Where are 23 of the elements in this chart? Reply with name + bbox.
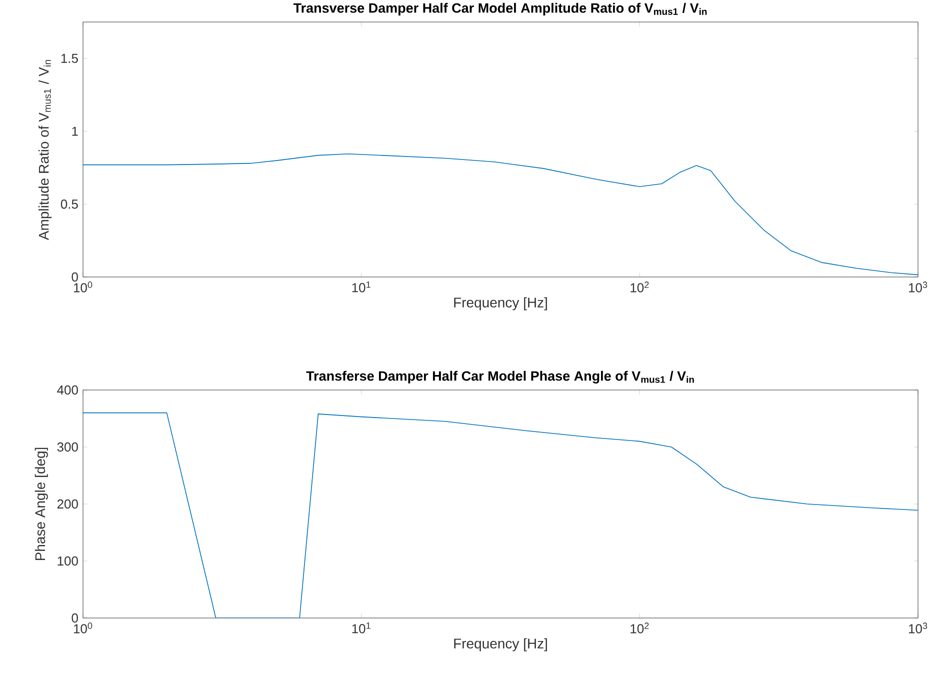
y-tick-label: 400 (57, 385, 78, 395)
y-axis-title: Amplitude Ratio of V$_{mus1}$ / V$_{in}$ (38, 60, 52, 240)
chart-title: Transverse Damper Half Car Model Amplitude Ratio of V$_{mus1}$ / V$_{in}$ (293, 2, 707, 16)
x-tick-label: 10$^{3}$ (908, 622, 928, 634)
y-tick-label: 0 (72, 613, 78, 623)
y-axis-title: Phase Angle [deg] (34, 448, 48, 560)
x-tick-label: 10$^{1}$ (352, 282, 370, 292)
x-tick-label: 10$^{1}$ (352, 622, 370, 634)
y-tick-label: 1 (72, 126, 78, 136)
y-tick-label: 200 (57, 499, 78, 509)
y-tick-label: 1.5 (61, 54, 78, 63)
y-tick-label: 300 (57, 442, 78, 452)
x-tick-label: 10$^{0}$ (74, 282, 92, 292)
y-tick-label: 100 (58, 556, 78, 566)
y-tick-label: 0.5 (60, 200, 78, 209)
x-axis-title: Frequency [Hz] (454, 638, 547, 652)
x-axis-title: Frequency [Hz] (454, 297, 547, 310)
x-tick-label: 10$^{2}$ (630, 622, 649, 634)
x-tick-label: 10$^{0}$ (74, 622, 92, 634)
x-tick-label: 10$^{3}$ (908, 282, 928, 292)
chart-title: Transferse Damper Half Car Model Phase Angle of V$_{mus1}$ / V$_{in}$ (306, 370, 694, 384)
x-tick-label: 10$^{2}$ (630, 282, 649, 292)
y-tick-label: 0 (72, 272, 78, 282)
